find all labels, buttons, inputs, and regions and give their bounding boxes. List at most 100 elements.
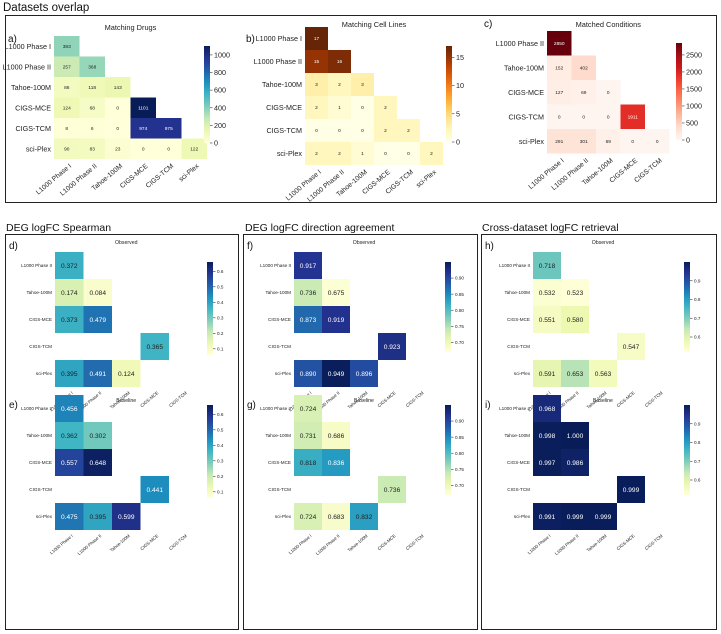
column-label: CIGS-TCM — [644, 533, 664, 551]
cell-value-label: 0.124 — [118, 371, 135, 378]
colorbar-tick-label: 0.6 — [694, 478, 701, 483]
heatmap-cell — [328, 50, 351, 73]
cell-value-label: 124 — [63, 105, 71, 111]
heatmap-cell — [54, 97, 80, 118]
cell-value-label: 0.832 — [356, 514, 373, 521]
colorbar-tick-label: 0.6 — [217, 412, 224, 417]
colorbar-tick-label: 500 — [686, 119, 698, 128]
cell-value-label: 8 — [65, 126, 68, 132]
cell-value-label: 127 — [555, 90, 563, 96]
heatmap-cell — [596, 129, 621, 154]
cell-value-label: 0.896 — [356, 371, 373, 378]
colorbar-tick-label: 0.7 — [694, 316, 701, 321]
cell-value-label: 0 — [607, 114, 610, 120]
cell-value-label: 402 — [580, 65, 588, 71]
heatmap-cell — [322, 306, 350, 333]
row-label: Tahoe-100M — [504, 290, 530, 295]
heatmap-cell — [617, 476, 645, 503]
heatmap-cell — [105, 97, 131, 118]
chart-title: Observed — [353, 240, 376, 246]
colorbar — [204, 46, 210, 143]
direction-title: DEG logFC direction agreement — [245, 222, 395, 234]
row-label: L1000 Phase II — [254, 57, 302, 66]
colorbar-tick-label: 0.90 — [455, 276, 464, 281]
heatmap-cell — [294, 395, 322, 422]
heatmap-cell — [645, 129, 670, 154]
colorbar-tick-label: 0.8 — [694, 440, 701, 445]
colorbar — [445, 405, 451, 495]
cell-value-label: 0 — [116, 105, 119, 111]
cell-value-label: 152 — [555, 65, 563, 71]
heatmap-cell — [547, 31, 572, 56]
cell-value-label: 1.000 — [567, 433, 584, 440]
cell-value-label: 0.968 — [539, 406, 556, 413]
chart-title: Matched Conditions — [576, 20, 642, 29]
heatmap-cell — [294, 422, 322, 449]
cell-value-label: 2 — [384, 128, 387, 134]
heatmap-cell — [305, 73, 328, 96]
cell-value-label: 0.373 — [61, 317, 78, 324]
column-label: L1000 Phase I — [49, 533, 74, 555]
colorbar-tick-label: 15 — [456, 53, 464, 62]
colorbar-tick-label: 0.85 — [455, 292, 464, 297]
column-label: CIGS-TCM — [168, 390, 188, 408]
panel-letter: g) — [247, 400, 256, 411]
cell-value-label: 0.557 — [61, 460, 78, 467]
cell-value-label: 0.997 — [539, 460, 556, 467]
heatmap-cell — [589, 503, 617, 530]
cell-value-label: 2 — [338, 151, 341, 157]
cell-value-label: 368 — [88, 64, 96, 70]
colorbar-tick-label: 0.70 — [455, 483, 464, 488]
cell-value-label: 0 — [631, 139, 634, 145]
colorbar-tick-label: 2500 — [686, 50, 702, 59]
heatmap-cell — [533, 422, 561, 449]
cell-value-label: 23 — [115, 146, 121, 152]
colorbar-tick-label: 0.2 — [217, 474, 224, 479]
row-label: sci-Plex — [36, 514, 53, 519]
heatmap-cell — [322, 422, 350, 449]
heatmap-cell — [374, 96, 397, 119]
heatmap-cell — [55, 395, 84, 422]
row-label: L1000 Phase I — [5, 42, 51, 51]
cell-value-label: 0.395 — [61, 371, 78, 378]
cell-value-label: 2 — [315, 105, 318, 111]
colorbar-tick-label: 200 — [214, 121, 226, 130]
heatmap-cell — [533, 252, 561, 279]
cell-value-label: 0 — [116, 126, 119, 132]
chart-title: Observed — [592, 240, 615, 246]
overlap-frame — [5, 15, 717, 203]
column-label: sci-Plex — [178, 162, 201, 183]
row-label: L1000 Phase II — [21, 406, 52, 411]
row-label: CIGS-MCE — [29, 317, 52, 322]
column-label: L1000 Phase II — [554, 533, 580, 556]
cell-value-label: 0 — [607, 90, 610, 96]
row-label: sci-Plex — [514, 371, 531, 376]
colorbar-tick-label: 0.5 — [217, 427, 224, 432]
heatmap-cell — [54, 138, 80, 159]
heatmap-cell — [397, 119, 420, 142]
cell-value-label: 0.591 — [539, 371, 556, 378]
row-label: L1000 Phase II — [496, 39, 544, 48]
cell-value-label: 2 — [338, 82, 341, 88]
cell-value-label: 0 — [338, 128, 341, 134]
colorbar-tick-label: 5 — [456, 109, 460, 118]
row-label: Tahoe-100M — [504, 433, 530, 438]
panel-letter: d) — [9, 241, 18, 252]
heatmap-cell — [374, 119, 397, 142]
heatmap-cell — [130, 97, 156, 118]
heatmap-cell — [561, 449, 589, 476]
cell-value-label: 0.818 — [300, 460, 317, 467]
heatmap-cell — [55, 422, 84, 449]
heatmap-cell — [547, 55, 572, 80]
cell-value-label: 974 — [139, 126, 147, 132]
cell-value-label: 122 — [190, 146, 198, 152]
panel-letter: h) — [485, 241, 494, 252]
cell-value-label: 0.999 — [623, 487, 640, 494]
heatmap-cell — [55, 252, 84, 279]
colorbar — [684, 262, 690, 352]
cell-value-label: 0.456 — [61, 406, 78, 413]
heatmap-cell — [79, 97, 105, 118]
row-label: CIGS-TCM — [29, 344, 52, 349]
cell-value-label: 86 — [64, 85, 70, 91]
heatmap-cell — [140, 333, 169, 360]
